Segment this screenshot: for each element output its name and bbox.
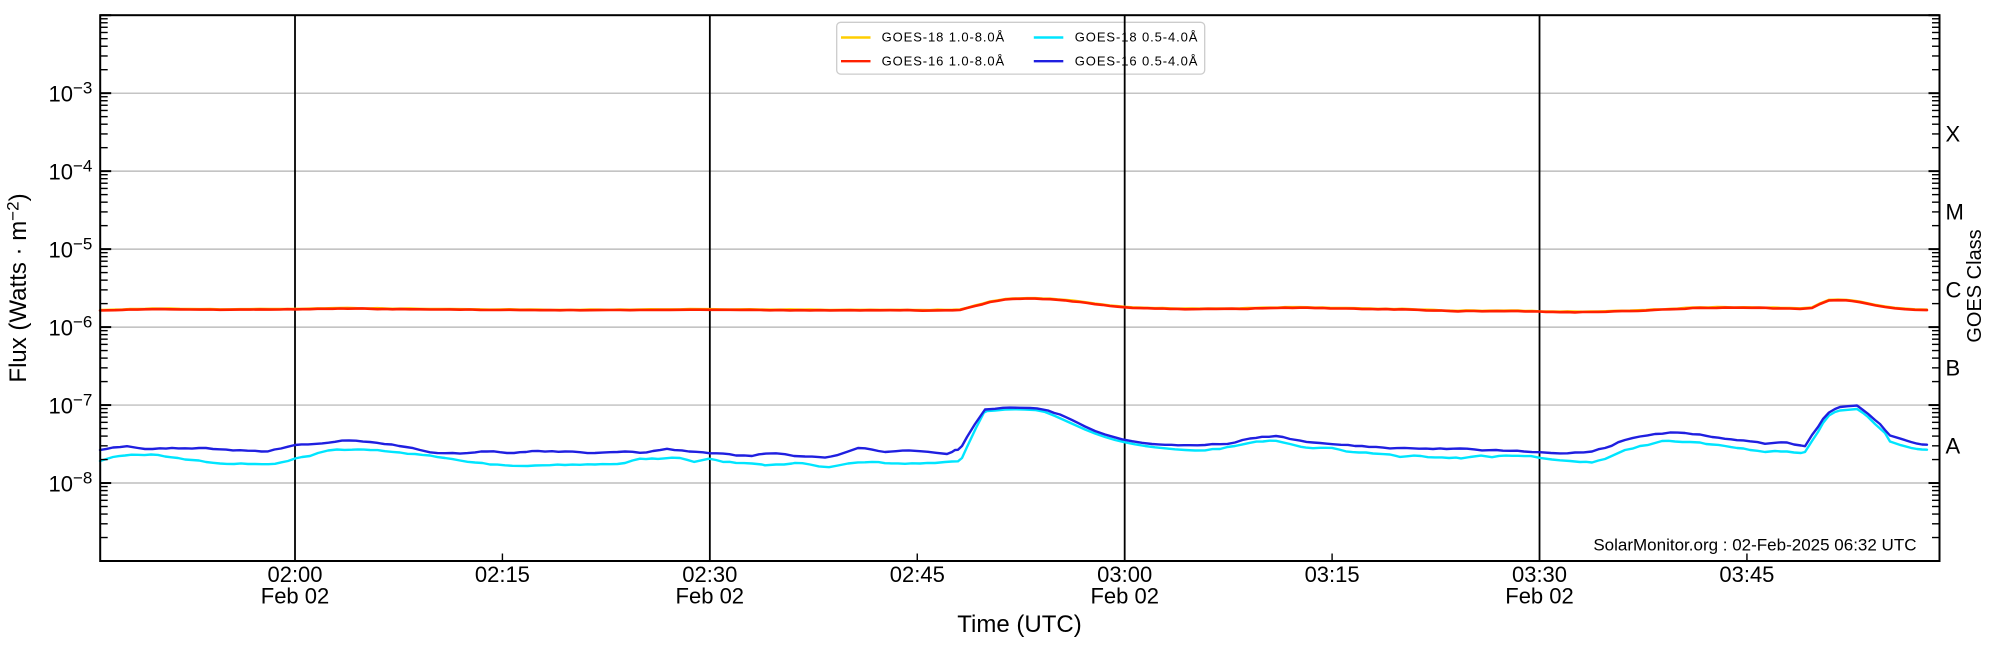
svg-text:M: M [1946,200,1964,225]
svg-text:SolarMonitor.org : 02-Feb-2025: SolarMonitor.org : 02-Feb-2025 06:32 UTC [1593,536,1916,555]
svg-text:Flux (Watts · m−2): Flux (Watts · m−2) [4,193,33,382]
svg-text:GOES-18 1.0-8.0Å: GOES-18 1.0-8.0Å [882,30,1006,45]
svg-text:Feb 02: Feb 02 [676,584,745,609]
svg-text:03:00: 03:00 [1097,562,1152,587]
svg-text:GOES-16 0.5-4.0Å: GOES-16 0.5-4.0Å [1075,54,1199,69]
svg-text:GOES Class: GOES Class [1964,229,1986,342]
svg-text:03:45: 03:45 [1719,562,1774,587]
svg-text:02:00: 02:00 [267,562,322,587]
svg-text:C: C [1946,278,1962,303]
svg-text:GOES-18 0.5-4.0Å: GOES-18 0.5-4.0Å [1075,30,1199,45]
svg-text:02:15: 02:15 [475,562,530,587]
svg-text:B: B [1946,356,1961,381]
svg-text:03:15: 03:15 [1305,562,1360,587]
svg-text:Feb 02: Feb 02 [1090,584,1159,609]
svg-text:Feb 02: Feb 02 [261,584,330,609]
svg-text:A: A [1946,434,1961,459]
svg-text:X: X [1946,122,1961,147]
svg-text:10−7: 10−7 [49,391,93,419]
svg-text:Time (UTC): Time (UTC) [957,611,1081,638]
svg-text:03:30: 03:30 [1512,562,1567,587]
svg-text:Feb 02: Feb 02 [1505,584,1574,609]
svg-text:02:30: 02:30 [682,562,737,587]
svg-text:02:45: 02:45 [890,562,945,587]
svg-text:GOES-16 1.0-8.0Å: GOES-16 1.0-8.0Å [882,54,1006,69]
